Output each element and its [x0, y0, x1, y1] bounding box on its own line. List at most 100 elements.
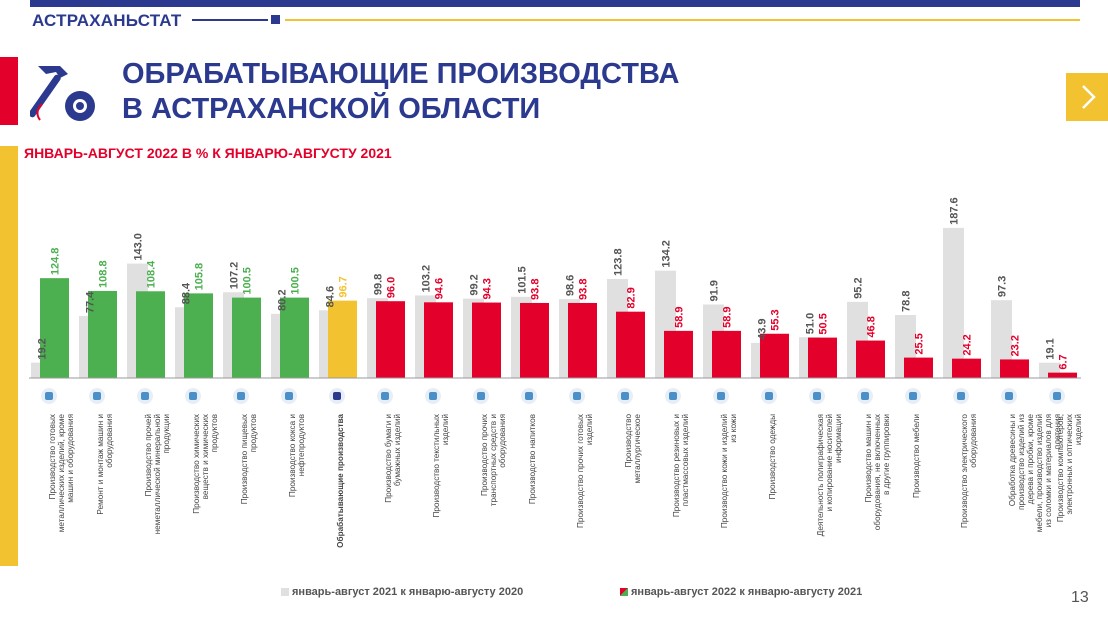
data-label-2021: 187.6 [949, 197, 961, 225]
category-label: Производство прочейнеметаллической минер… [144, 414, 171, 534]
legend-label: январь-август 2022 к январю-августу 2021 [631, 586, 863, 598]
data-label-2022: 100.5 [290, 267, 302, 295]
bar-2022 [808, 337, 837, 378]
data-label-2021: 95.2 [853, 277, 865, 298]
bottle-icon-glyph [525, 392, 533, 400]
page-title-line2: В АСТРАХАНСКОЙ ОБЛАСТИ [122, 93, 541, 125]
category-label: Производство прочих готовыхизделий [576, 414, 594, 528]
category-label: Производство машин иоборудования, не вкл… [864, 414, 891, 530]
data-label-2021: 91.9 [709, 280, 721, 301]
data-label-2022: 94.3 [482, 278, 494, 299]
left-accent-red [0, 57, 18, 125]
bar-2022 [232, 297, 261, 378]
textile-icon-glyph [429, 392, 437, 400]
category-label: Обрабатывающие производства [335, 414, 345, 548]
category-label: Ремонт и монтаж машин иоборудования [96, 414, 114, 515]
bar-2022 [136, 291, 165, 378]
bar-2022 [760, 333, 789, 378]
category-label: Производство готовыхметаллических издели… [48, 414, 75, 533]
data-label-2021: 123.8 [613, 248, 625, 276]
data-label-2022: 100.5 [242, 267, 254, 295]
data-label-2021: 107.2 [229, 262, 241, 290]
category-label: Производство кожи и изделийиз кожи [720, 414, 738, 528]
test-tube-icon-glyph [189, 392, 197, 400]
category-label: Производство компьютеров,электронных и о… [1056, 414, 1083, 522]
data-label-2022: 124.8 [50, 248, 62, 276]
category-label: Производствометаллургическое [624, 414, 642, 484]
data-label-2021: 19.1 [1045, 338, 1057, 359]
electric-drill-icon-glyph [957, 392, 965, 400]
bar-2022 [856, 340, 885, 378]
data-label-2022: 23.2 [1010, 335, 1022, 356]
legend-label: январь-август 2021 к январю-августу 2020 [292, 586, 524, 598]
robot-arm-icon-glyph [93, 392, 101, 400]
wood-icon-glyph [1005, 392, 1013, 400]
category-label: Производство одежды [768, 414, 777, 500]
oil-pump-icon-glyph [285, 392, 293, 400]
data-label-2021: 51.0 [805, 313, 817, 334]
bar-2022 [1048, 372, 1077, 378]
chart-subtitle: ЯНВАРЬ-АВГУСТ 2022 В % К ЯНВАРЮ-АВГУСТУ … [24, 145, 392, 161]
category-label: Производство бумаги ибумажных изделий [384, 414, 402, 503]
page-number: 13 [1071, 589, 1089, 606]
category-label: Производство текстильныхизделий [432, 414, 450, 518]
data-label-2021: 134.2 [661, 240, 673, 268]
ladle-icon-glyph [621, 392, 629, 400]
data-label-2022: 82.9 [626, 287, 638, 308]
bar-2022 [280, 297, 309, 378]
category-label: Обработка древесины ипроизводство издели… [1008, 414, 1062, 533]
bar-2022 [952, 358, 981, 378]
data-label-2022: 58.9 [722, 306, 734, 327]
machinery-icon-glyph [861, 392, 869, 400]
brand-divider [192, 19, 268, 21]
data-label-2022: 58.9 [674, 306, 686, 327]
bar-2022 [904, 357, 933, 378]
page-title-line1: ОБРАБАТЫВАЮЩИЕ ПРОИЗВОДСТВА [122, 58, 680, 90]
data-label-2022: 108.4 [146, 260, 158, 288]
ice-cream-icon-glyph [237, 392, 245, 400]
bar-2022 [40, 278, 69, 378]
top-bar [30, 0, 1080, 7]
legend-item-2022: январь-август 2022 к январю-августу 2021 [620, 586, 862, 598]
wardrobe-icon-glyph [909, 392, 917, 400]
data-label-2022: 96.7 [338, 276, 350, 297]
next-slide-button[interactable] [1066, 73, 1108, 121]
data-label-2021: 88.4 [181, 282, 193, 304]
data-label-2021: 43.9 [757, 318, 769, 339]
data-label-2021: 103.2 [421, 265, 433, 293]
bar-2022 [568, 302, 597, 378]
legend-swatch [281, 588, 289, 597]
bar-2021 [943, 227, 964, 378]
category-label: Деятельность полиграфическаяи копировани… [816, 414, 843, 536]
bar-2022 [328, 300, 357, 378]
mineral-products-icon-glyph [141, 392, 149, 400]
monitor-icon-glyph [1053, 392, 1061, 400]
bar-2022 [184, 293, 213, 378]
category-label: Производство пищевыхпродуктов [240, 414, 258, 504]
left-accent-yellow [0, 146, 18, 566]
data-label-2022: 6.7 [1058, 354, 1070, 369]
bar-2022 [712, 330, 741, 378]
bar-2022 [88, 290, 117, 378]
category-label: Производство химическихвеществ и химичес… [192, 414, 219, 514]
category-label: Производство прочихтранспортных средств … [480, 414, 507, 506]
bar-2022 [472, 302, 501, 378]
bar-2022 [664, 330, 693, 378]
bar-2022 [616, 311, 645, 378]
jacket-icon-glyph [765, 392, 773, 400]
data-label-2022: 46.8 [866, 316, 878, 337]
brand-divider-yellow [285, 19, 1080, 21]
printing-icon-glyph [813, 392, 821, 400]
category-label: Производство мебели [912, 414, 921, 498]
brand-name: АСТРАХАНЬСТАТ [32, 11, 182, 30]
data-label-2021: 143.0 [133, 233, 145, 261]
data-label-2022: 93.8 [530, 279, 542, 300]
data-label-2022: 108.8 [98, 260, 110, 288]
data-label-2021: 101.5 [517, 266, 529, 294]
bar-2022 [520, 302, 549, 378]
data-label-2021: 99.8 [373, 274, 385, 295]
bicycle-icon-glyph [477, 392, 485, 400]
data-label-2021: 99.2 [469, 274, 481, 295]
data-label-2021: 19.2 [37, 338, 49, 359]
